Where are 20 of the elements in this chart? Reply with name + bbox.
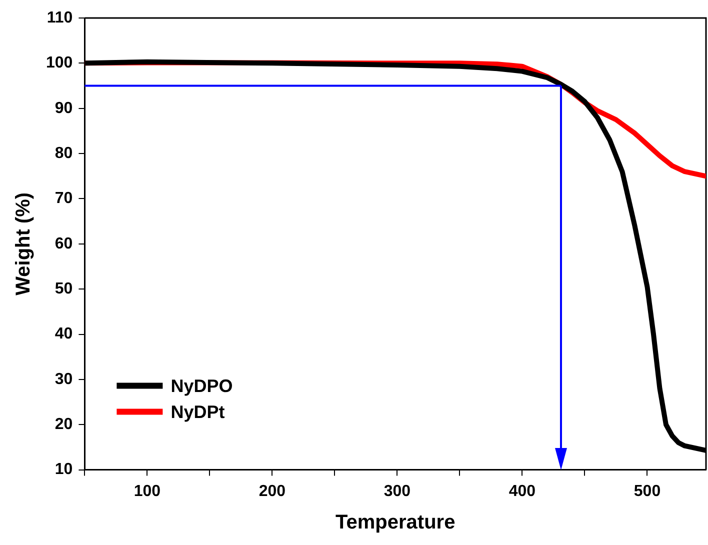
y-tick-label: 100 bbox=[46, 54, 73, 72]
y-axis-title: Weight (%) bbox=[12, 192, 35, 296]
y-tick-label: 60 bbox=[54, 235, 73, 252]
y-tick-label: 70 bbox=[54, 190, 73, 208]
x-tick-label: 500 bbox=[634, 482, 661, 500]
x-tick-label: 200 bbox=[258, 482, 286, 500]
x-tick-label: 400 bbox=[508, 482, 536, 500]
y-tick-label: 80 bbox=[54, 144, 73, 162]
y-tick-label: 30 bbox=[54, 370, 73, 388]
y-tick-label: 90 bbox=[54, 100, 73, 117]
y-tick-label: 50 bbox=[54, 280, 73, 298]
x-tick-label: 100 bbox=[134, 482, 161, 500]
legend-label: NyDPO bbox=[170, 376, 233, 396]
legend-label: NyDPt bbox=[170, 402, 225, 422]
x-axis-title: Temperature bbox=[336, 512, 456, 534]
x-tick-label: 300 bbox=[384, 482, 411, 500]
y-tick-label: 20 bbox=[54, 416, 73, 434]
y-tick-label: 110 bbox=[46, 9, 73, 26]
y-tick-label: 10 bbox=[54, 461, 73, 478]
y-tick-label: 40 bbox=[54, 326, 73, 343]
